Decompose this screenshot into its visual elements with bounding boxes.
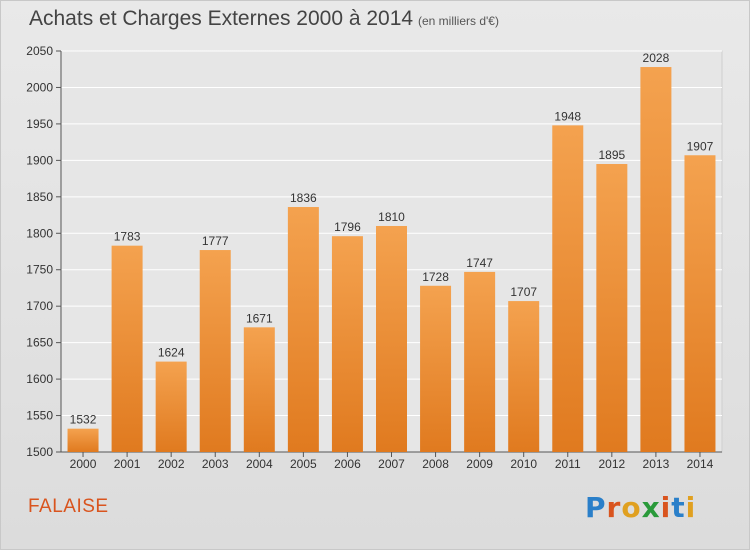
- y-tick-label: 1900: [26, 153, 53, 167]
- data-label-2001: 1783: [114, 230, 141, 244]
- logo-letter: P: [585, 491, 607, 524]
- logo-letter: i: [685, 491, 697, 524]
- bar-2001: [111, 245, 143, 452]
- x-tick-label-2010: 2010: [510, 457, 537, 471]
- x-tick-label-2009: 2009: [466, 457, 493, 471]
- data-label-2006: 1796: [334, 220, 361, 234]
- x-tick-label-2000: 2000: [70, 457, 97, 471]
- data-label-2011: 1948: [554, 109, 581, 123]
- data-label-2002: 1624: [158, 346, 185, 360]
- chart-title: Achats et Charges Externes 2000 à 2014: [29, 7, 414, 30]
- data-label-2014: 1907: [687, 139, 714, 153]
- x-tick-label-2002: 2002: [158, 457, 185, 471]
- logo-letter: x: [641, 491, 661, 524]
- logo-letter: r: [606, 491, 622, 524]
- data-label-2003: 1777: [202, 234, 229, 248]
- data-label-2005: 1836: [290, 191, 317, 205]
- y-tick-label: 1500: [26, 445, 53, 459]
- data-label-2010: 1707: [510, 285, 537, 299]
- y-tick-label: 1750: [26, 263, 53, 277]
- y-axis: 1500 1550 1600 1650 1700 1750 1800 1850 1900 1950…: [26, 44, 62, 459]
- bar-2008: [420, 285, 452, 452]
- bar-2003: [199, 250, 231, 452]
- data-label-2008: 1728: [422, 270, 449, 284]
- bar-2010: [508, 301, 540, 452]
- data-label-2009: 1747: [466, 256, 493, 270]
- y-tick-label: 1700: [26, 299, 53, 313]
- bar-2004: [243, 327, 275, 452]
- logo-letter: i: [660, 491, 672, 524]
- x-tick-label-2012: 2012: [598, 457, 625, 471]
- bar-2013: [640, 67, 672, 452]
- bar-2002: [155, 361, 187, 452]
- data-label-2004: 1671: [246, 311, 273, 325]
- bar-2007: [376, 225, 407, 452]
- bar-2006: [331, 236, 363, 452]
- logo-letter: o: [621, 491, 642, 524]
- bar-2000: [67, 428, 99, 452]
- commune-name: FALAISE: [28, 496, 109, 517]
- y-tick-label: 1850: [26, 190, 53, 204]
- x-tick-label-2003: 2003: [202, 457, 229, 471]
- x-tick-label-2014: 2014: [687, 457, 714, 471]
- data-labels: 1532 1783 1624 1777 1671 1836 1796 1810 1728 1747…: [70, 51, 714, 427]
- y-tick-label: 1600: [26, 372, 53, 386]
- chart-subtitle: (en milliers d'€): [418, 14, 499, 28]
- data-label-2000: 1532: [70, 413, 97, 427]
- y-tick-label: 1950: [26, 117, 53, 131]
- y-tick-label: 2050: [26, 44, 53, 58]
- y-tick-label: 1650: [26, 336, 53, 350]
- data-label-2007: 1810: [378, 210, 405, 224]
- x-axis: 2000 2001 2002 2003 2004 2005 2006 2007 2008 2009…: [61, 451, 722, 471]
- x-tick-label-2007: 2007: [378, 457, 405, 471]
- x-tick-label-2008: 2008: [422, 457, 449, 471]
- bar-2014: [684, 155, 716, 452]
- x-tick-label-2004: 2004: [246, 457, 273, 471]
- data-label-2013: 2028: [643, 51, 670, 65]
- bar-2009: [464, 271, 496, 452]
- bar-2012: [596, 164, 628, 452]
- y-tick-label: 1550: [26, 409, 53, 423]
- x-tick-label-2011: 2011: [555, 457, 581, 471]
- bar-2005: [287, 207, 319, 452]
- logo-letter: t: [671, 491, 686, 524]
- bar-2011: [552, 125, 584, 452]
- proxiti-logo: Proxiti: [585, 491, 696, 524]
- y-tick-label: 1800: [26, 226, 53, 240]
- x-tick-label-2005: 2005: [290, 457, 317, 471]
- data-label-2012: 1895: [598, 148, 625, 162]
- y-tick-label: 2000: [26, 80, 53, 94]
- bars: [67, 67, 716, 452]
- x-tick-label-2013: 2013: [643, 457, 670, 471]
- x-tick-label-2006: 2006: [334, 457, 361, 471]
- x-tick-label-2001: 2001: [114, 457, 141, 471]
